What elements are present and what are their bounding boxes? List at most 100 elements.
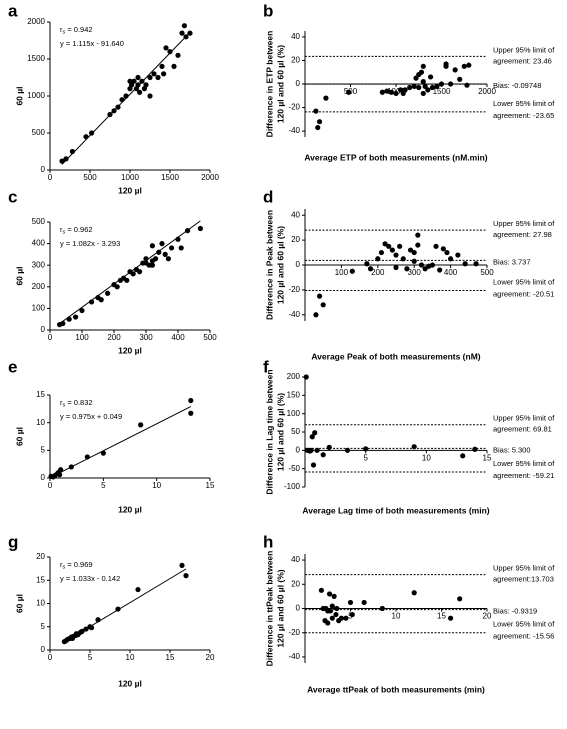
x-tick-label: 100 (335, 268, 349, 277)
annotation: rs = 0.962 (60, 225, 93, 236)
panel-letter: c (8, 187, 17, 206)
y-tick-label: 10 (36, 599, 45, 608)
y-tick-label: 200 (32, 282, 46, 291)
y-tick-label: 15 (36, 390, 45, 399)
x-axis-label: 120 µl (118, 345, 142, 355)
y-tick-label: 500 (32, 217, 46, 226)
data-point (461, 63, 467, 69)
data-point (326, 444, 332, 450)
annotation: rs = 0.942 (60, 25, 93, 36)
data-point (415, 242, 421, 248)
panel-letter: e (8, 357, 17, 376)
data-point (444, 249, 450, 256)
data-point (472, 446, 478, 452)
data-point (437, 267, 443, 273)
annotation-text: r (60, 560, 63, 569)
annotation: Lower 95% limit of (493, 620, 555, 629)
data-point (147, 93, 153, 99)
data-point (66, 316, 72, 322)
y-tick-label: 1000 (27, 91, 45, 100)
data-point (119, 97, 125, 103)
x-tick-label: 100 (75, 333, 89, 342)
y-axis-label: Difference in ttPeak between (264, 551, 274, 667)
x-axis-label: Average ETP of both measurements (nM.min… (304, 152, 487, 162)
x-tick-label: 5 (101, 481, 106, 490)
data-point (147, 74, 153, 81)
data-point (402, 87, 408, 93)
x-tick-label: 300 (139, 333, 153, 342)
data-point (316, 293, 323, 299)
data-point (411, 83, 417, 89)
y-tick-label: -20 (288, 285, 300, 294)
y-tick-label: -100 (284, 482, 301, 491)
data-point (379, 89, 385, 95)
data-point (58, 467, 64, 473)
x-tick-label: 400 (444, 268, 458, 277)
y-axis-label: 60 µl (14, 594, 24, 613)
annotation: agreement: -59.21 (493, 471, 554, 480)
data-point (361, 599, 367, 606)
x-tick-label: 20 (483, 612, 492, 621)
data-point (331, 593, 337, 599)
x-tick-label: 200 (107, 333, 121, 342)
annotation-text: y = 0.975x + 0.049 (60, 412, 122, 421)
x-tick-label: 10 (152, 481, 161, 490)
annotation-text: y = 1.033x - 0.142 (60, 574, 120, 583)
data-point (397, 243, 403, 249)
data-point (434, 83, 440, 89)
x-tick-label: 0 (48, 481, 53, 490)
data-point (69, 635, 75, 641)
annotation: Lower 95% limit of (493, 278, 555, 287)
data-point (448, 615, 454, 621)
data-point (416, 84, 422, 91)
data-point (165, 256, 171, 262)
data-point (429, 84, 435, 91)
data-point (473, 261, 479, 267)
data-point (448, 81, 454, 87)
data-point (127, 78, 133, 84)
data-point (137, 89, 143, 95)
annotation: rs = 0.969 (60, 560, 93, 571)
fit-line (64, 568, 187, 643)
data-point (183, 573, 189, 579)
y-axis-label: 120 µl and 60 µl (%) (275, 569, 285, 647)
y-axis-label: Difference in Peak between (264, 210, 274, 320)
data-point (181, 23, 187, 29)
x-tick-label: 5 (363, 453, 368, 462)
x-tick-label: 1500 (433, 87, 451, 96)
y-tick-label: 10 (36, 418, 45, 427)
x-tick-label: 10 (126, 653, 135, 662)
annotation: y = 1.033x - 0.142 (60, 574, 120, 583)
data-point (346, 89, 352, 95)
data-point (455, 252, 461, 258)
annotation: Bias: -0.9319 (493, 607, 537, 616)
data-point (315, 124, 321, 131)
x-tick-label: 15 (483, 453, 492, 462)
data-point (309, 434, 315, 440)
data-point (149, 243, 155, 249)
data-point (349, 268, 355, 274)
data-point (397, 87, 404, 93)
y-axis-label: 120 µl and 60 µl (%) (275, 393, 285, 471)
fit-line (61, 32, 191, 165)
data-point (310, 462, 317, 468)
annotation: y = 1.082x - 3.293 (60, 239, 120, 248)
data-point (124, 277, 130, 283)
data-point (137, 269, 143, 275)
annotation: y = 0.975x + 0.049 (60, 412, 122, 421)
x-tick-label: 300 (408, 268, 422, 277)
data-point (418, 262, 425, 268)
data-point (325, 608, 331, 614)
data-point (411, 249, 417, 256)
y-tick-label: -40 (288, 310, 300, 319)
data-point (171, 63, 177, 69)
y-tick-label: 300 (32, 260, 46, 269)
data-point (347, 599, 354, 606)
data-point (318, 587, 324, 593)
data-point (161, 71, 167, 77)
y-tick-label: 100 (32, 304, 46, 313)
data-point (420, 79, 426, 85)
annotation: agreement: 69.81 (493, 425, 552, 434)
annotation: agreement:13.703 (493, 575, 554, 584)
data-point (163, 45, 169, 51)
